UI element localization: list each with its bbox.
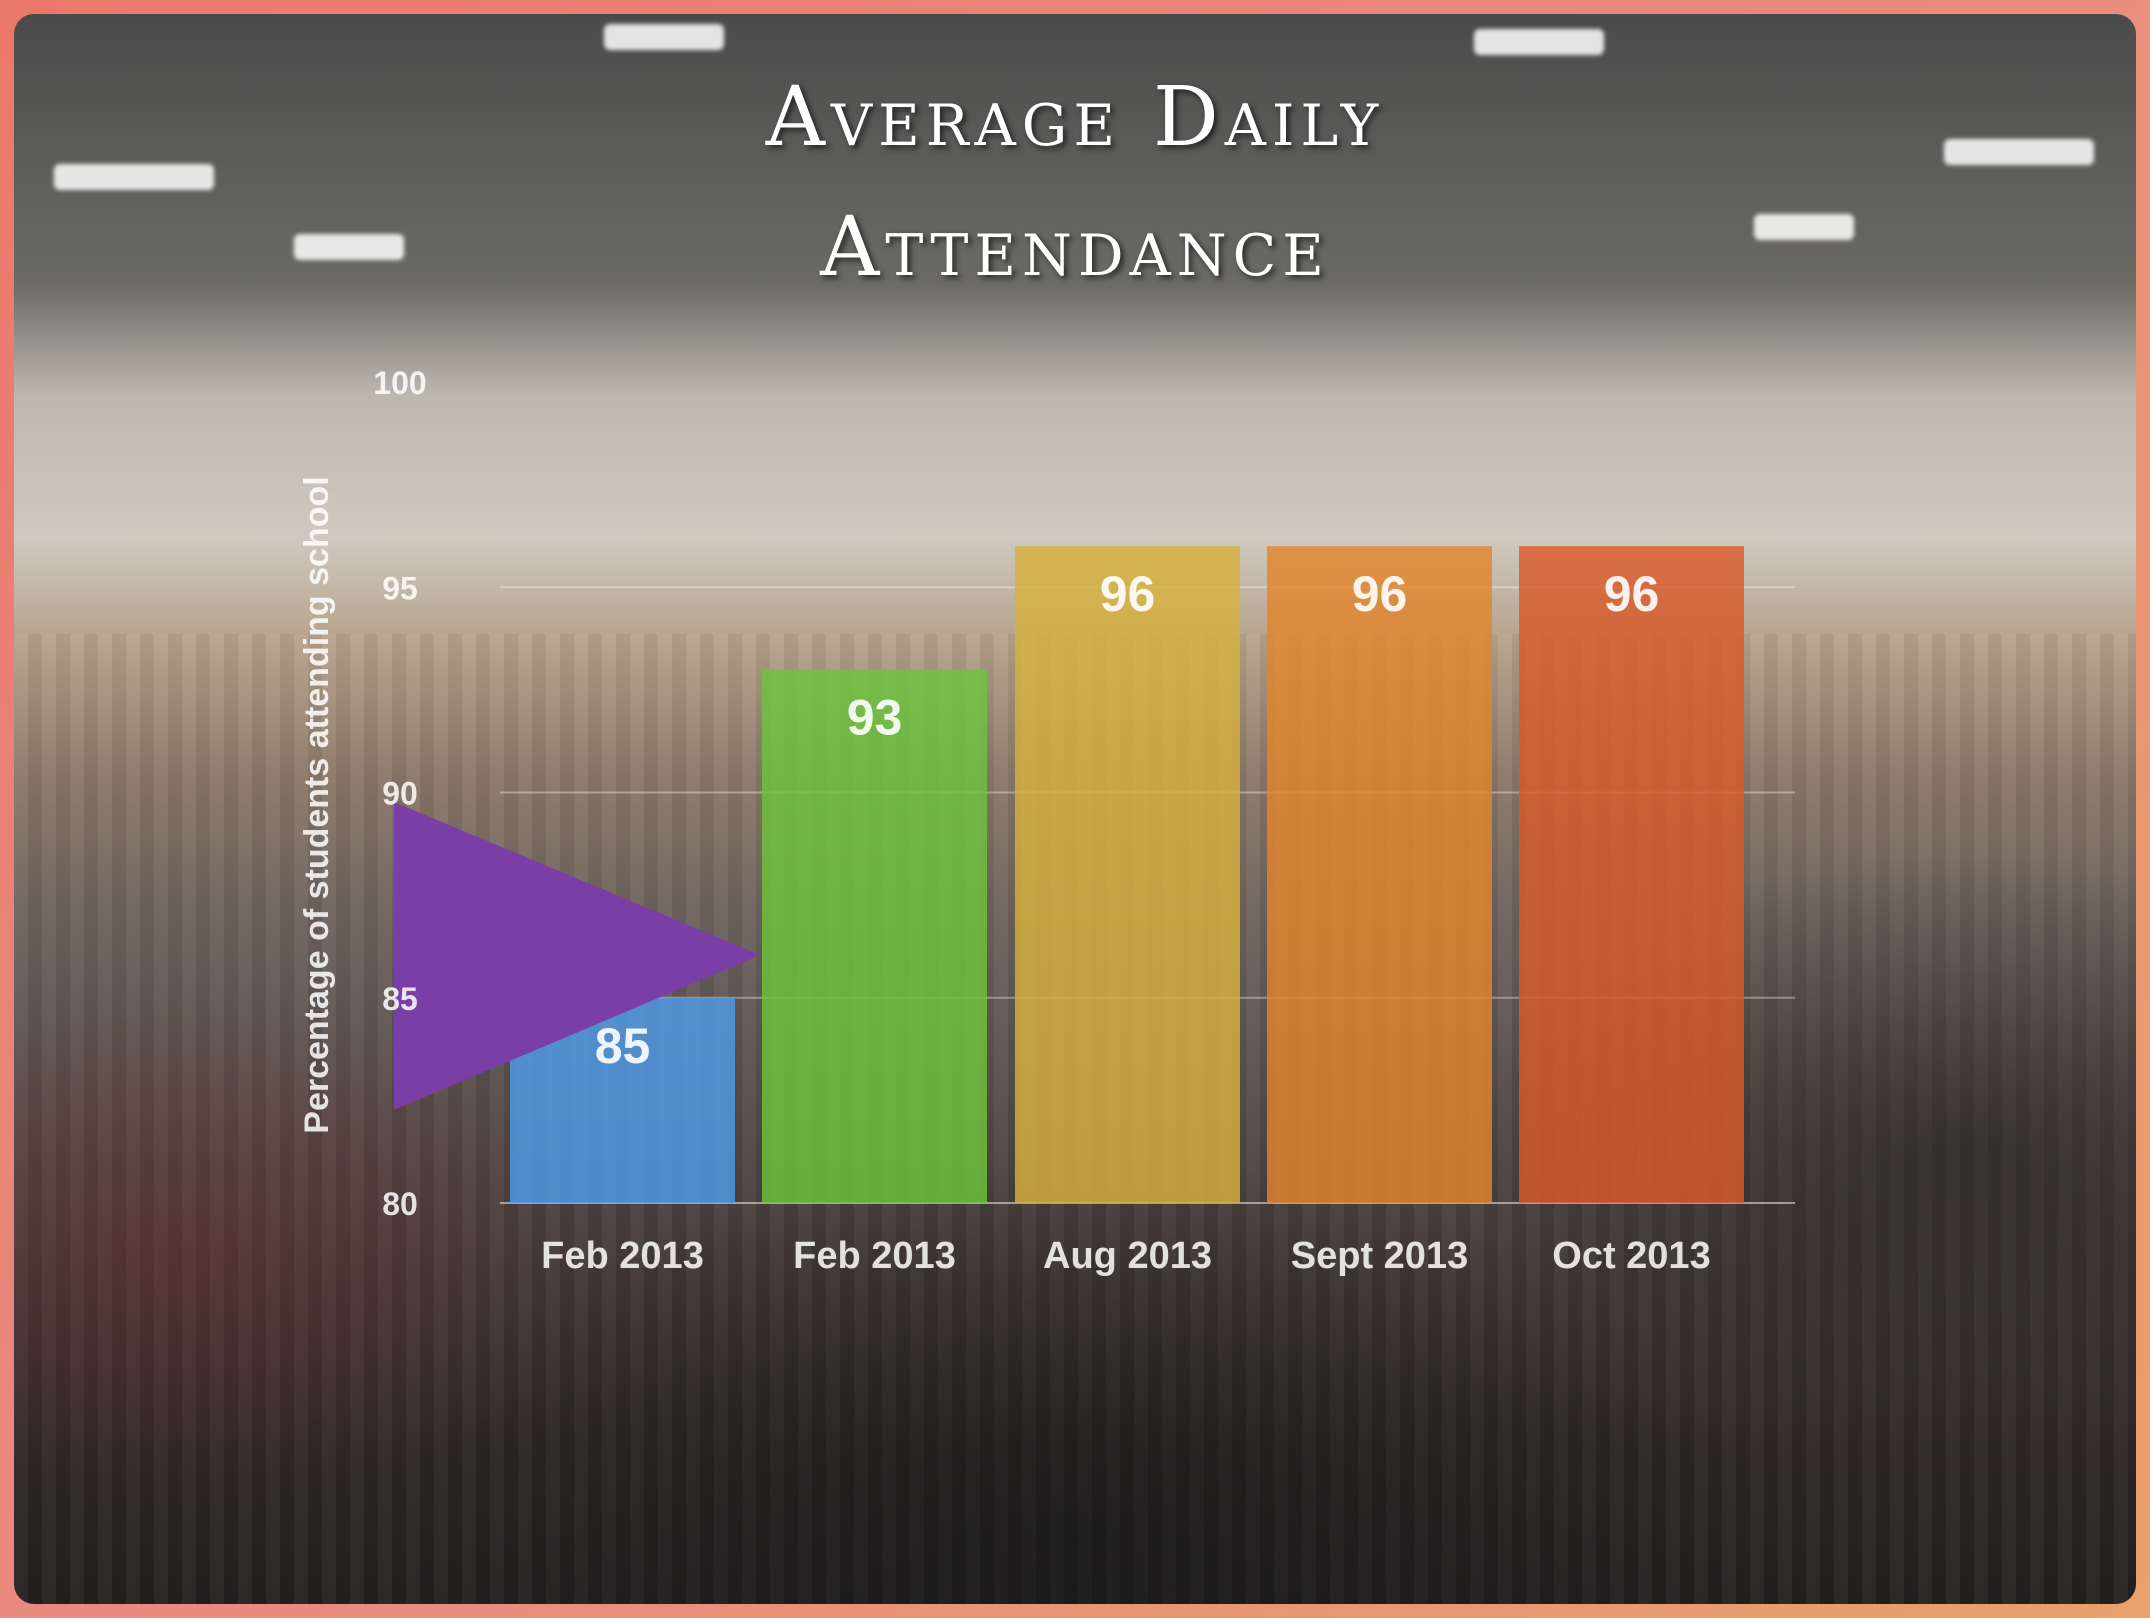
purple-triangle-arrow-icon: [394, 802, 760, 1110]
y-tick-label: 85: [382, 981, 418, 1017]
bar-data-label: 85: [595, 1018, 651, 1074]
chart-title-line-1: Average Daily: [765, 70, 1385, 165]
chart-title-line-2: Attendance: [820, 200, 1330, 295]
x-tick-label: Aug 2013: [1043, 1235, 1212, 1277]
x-tick-label: Oct 2013: [1552, 1235, 1710, 1277]
bar-data-label: 93: [847, 689, 903, 745]
bar: [1015, 546, 1240, 1203]
bars: [510, 546, 1744, 1203]
bar: [1519, 546, 1744, 1203]
bar: [1267, 546, 1492, 1203]
x-tick-label: Feb 2013: [793, 1235, 956, 1277]
data-labels: 85 93 96 96 96: [595, 566, 1660, 1074]
ceiling-light: [1474, 29, 1604, 55]
ceiling-light: [294, 234, 404, 260]
arrow: [394, 802, 760, 1110]
ceiling-light: [1754, 214, 1854, 240]
bar-data-label: 96: [1352, 566, 1408, 622]
bar-data-label: 96: [1604, 566, 1660, 622]
y-tick-label: 90: [382, 776, 418, 812]
y-tick-label: 80: [382, 1186, 418, 1222]
x-tick-label: Feb 2013: [541, 1235, 704, 1277]
bar: [762, 669, 987, 1203]
y-tick-label: 100: [373, 365, 426, 401]
ceiling-light: [54, 164, 214, 190]
y-axis-label: Percentage of students attending school: [298, 476, 336, 1133]
x-tick-label: Sept 2013: [1291, 1235, 1468, 1277]
y-tick-label: 95: [382, 570, 418, 606]
x-axis-ticks: Feb 2013 Feb 2013 Aug 2013 Sept 2013 Oct 201…: [541, 1235, 1711, 1277]
ceiling-light: [1944, 139, 2094, 165]
y-axis-ticks: 80 85 90 95 100: [373, 365, 426, 1222]
ceiling-light: [604, 24, 724, 50]
bar-data-label: 96: [1100, 566, 1156, 622]
